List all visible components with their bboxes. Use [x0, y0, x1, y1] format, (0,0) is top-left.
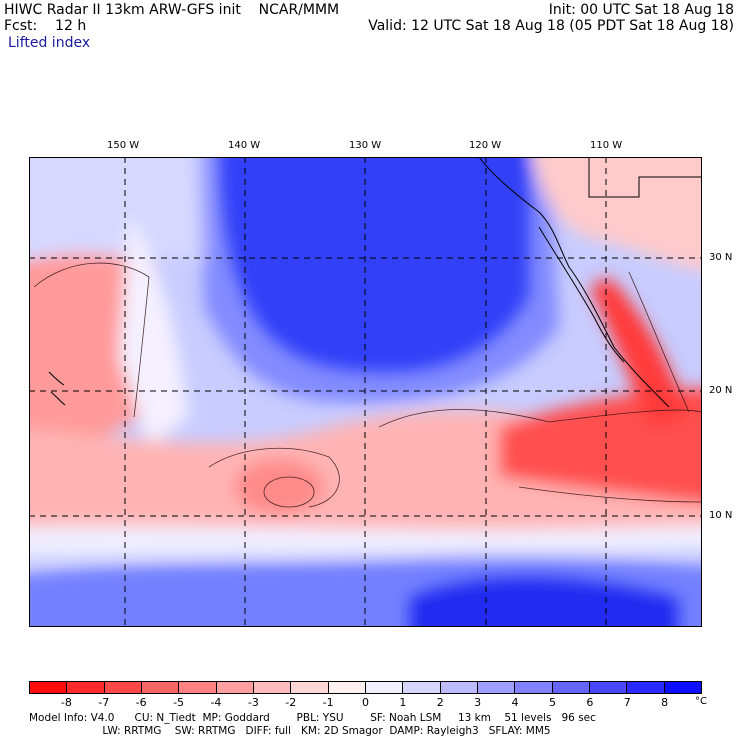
colorbar-tick-label: 6 [586, 696, 594, 709]
model-info-line2: LW: RRTMG SW: RRTMG DIFF: full KM: 2D Sm… [29, 725, 551, 737]
colorbar-tick-label: -8 [60, 696, 72, 709]
colorbar-swatch [140, 682, 179, 693]
lon-label-140w: 140 W [228, 140, 261, 151]
model-info-line1: Model Info: V4.0 CU: N_Tiedt MP: Goddard… [29, 712, 596, 724]
colorbar-tick-label: -7 [98, 696, 110, 709]
lon-label-110w: 110 W [590, 140, 623, 151]
lon-label-130w: 130 W [349, 140, 382, 151]
colorbar-swatch [476, 682, 515, 693]
field-name: Lifted index [8, 35, 91, 51]
colorbar-tick-label: 0 [362, 696, 369, 709]
coastlines [48, 157, 702, 408]
colorbar-swatch [327, 682, 365, 693]
colorbar-swatch [402, 682, 440, 693]
colorbar-swatch [588, 682, 627, 693]
colorbar-swatch [30, 682, 67, 693]
lon-label-120w: 120 W [469, 140, 502, 151]
colorbar-swatch [663, 682, 701, 693]
colorbar-tick-label: 3 [474, 696, 482, 709]
colorbar-swatch [514, 682, 552, 693]
contour-lines [33, 262, 702, 508]
lon-label-150w: 150 W [107, 140, 140, 151]
forecast-hour: Fcst: 12 h [4, 18, 87, 34]
colorbar-swatch [178, 682, 216, 693]
colorbar-swatch [626, 682, 664, 693]
lat-lon-grid [29, 157, 702, 627]
colorbar-tick-label: 4 [511, 696, 519, 709]
lat-label-20n: 20 N [709, 385, 733, 396]
colorbar-swatch [103, 682, 141, 693]
colorbar-swatch [439, 682, 477, 693]
colorbar-tick-label: 2 [436, 696, 444, 709]
init-time: Init: 00 UTC Sat 18 Aug 18 [548, 2, 734, 18]
colorbar-tick-label: 8 [661, 696, 669, 709]
colorbar-swatch [290, 682, 328, 693]
colorbar-tick-label: 7 [623, 696, 631, 709]
lat-label-10n: 10 N [709, 510, 733, 521]
colorbar [29, 681, 702, 694]
colorbar-tick-label: 5 [548, 696, 556, 709]
map-frame [29, 157, 702, 627]
colorbar-tick-label: -5 [173, 696, 185, 709]
lat-label-30n: 30 N [709, 252, 733, 263]
colorbar-tick-label: -1 [322, 696, 334, 709]
colorbar-swatch [252, 682, 291, 693]
valid-time: Valid: 12 UTC Sat 18 Aug 18 (05 PDT Sat … [368, 18, 734, 34]
colorbar-swatch [551, 682, 589, 693]
colorbar-swatch [215, 682, 253, 693]
colorbar-unit: °C [695, 696, 707, 707]
colorbar-tick-label: -3 [247, 696, 259, 709]
colorbar-tick-label: -4 [210, 696, 222, 709]
header-title: HIWC Radar II 13km ARW-GFS init NCAR/MMM [4, 2, 340, 18]
colorbar-tick-label: -6 [135, 696, 147, 709]
colorbar-tick-label: 1 [399, 696, 407, 709]
colorbar-swatch [364, 682, 403, 693]
colorbar-tick-label: -2 [285, 696, 297, 709]
colorbar-swatch [66, 682, 104, 693]
lifted-index-map [29, 157, 702, 627]
